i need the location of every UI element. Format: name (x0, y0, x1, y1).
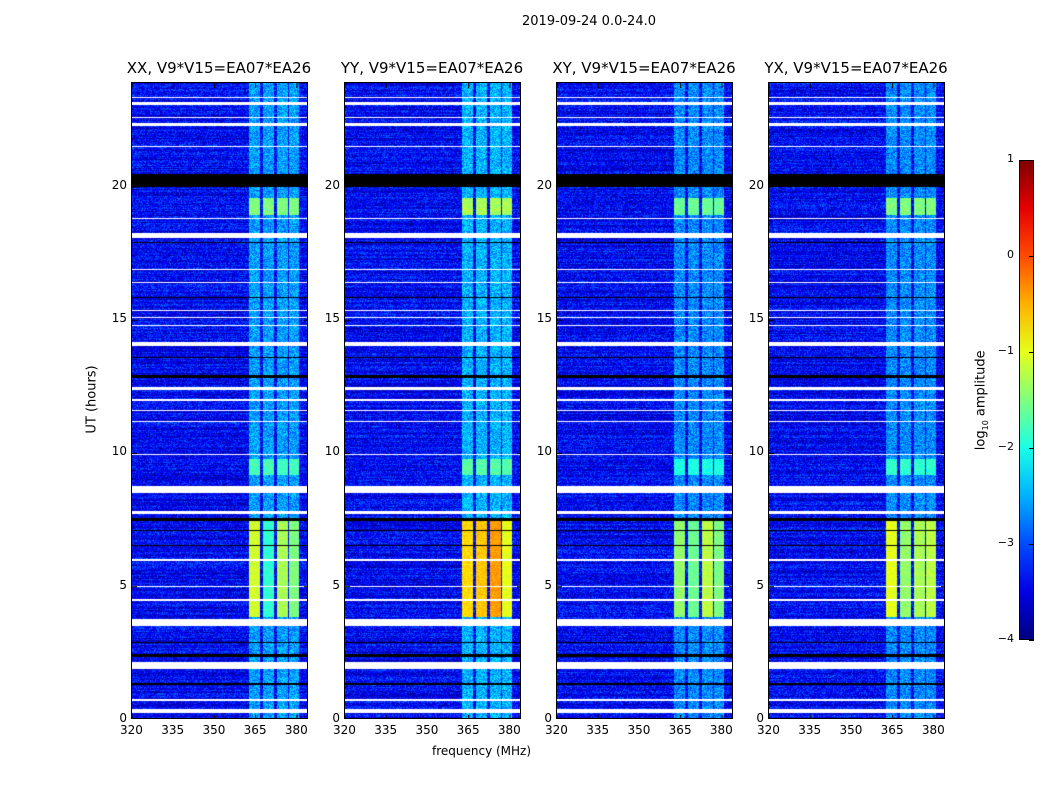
colorbar-tick-label: −3 (997, 536, 1014, 549)
x-tick-label: 335 (798, 723, 822, 737)
y-tick-label: 10 (324, 444, 340, 459)
colorbar-tick-mark (1029, 352, 1034, 353)
colorbar-tick-label: −4 (997, 632, 1014, 645)
y-tick-label: 15 (536, 311, 552, 326)
x-tick-label: 350 (415, 723, 439, 737)
x-tick-label: 365 (668, 723, 692, 737)
colorbar-label-main: log (973, 430, 989, 451)
panel-title-YX: YX, V9*V15=EA07*EA26 (764, 59, 948, 77)
y-tick-label: 5 (756, 577, 764, 592)
x-tick-label: 335 (374, 723, 398, 737)
x-axis-label: frequency (MHz) (432, 744, 532, 758)
tick-marks-XX (132, 83, 307, 718)
panel-title-YY: YY, V9*V15=EA07*EA26 (340, 59, 524, 77)
x-tick-label: 365 (456, 723, 480, 737)
waterfall-panel-YX (768, 82, 945, 719)
y-tick-label: 0 (119, 711, 127, 725)
y-tick-label: 5 (544, 577, 552, 592)
y-tick-label: 10 (111, 444, 127, 459)
y-tick-label: 15 (111, 311, 127, 326)
x-tick-label: 380 (284, 723, 308, 737)
waterfall-panel-YY (344, 82, 521, 719)
waterfall-panel-XY (556, 82, 733, 719)
colorbar-tick-mark (1029, 544, 1034, 545)
colorbar-tick-mark (1029, 448, 1034, 449)
colorbar-tick-label: 1 (1007, 152, 1014, 165)
colorbar-tick-mark (1029, 160, 1034, 161)
colorbar-tick-label: −1 (997, 344, 1014, 357)
y-tick-label: 20 (111, 177, 127, 192)
x-tick-label: 320 (333, 723, 356, 737)
heatmap-image-XY (557, 83, 732, 718)
y-tick-label: 10 (536, 444, 552, 459)
panel-title-XX: XX, V9*V15=EA07*EA26 (126, 59, 312, 77)
x-tick-label: 350 (202, 723, 226, 737)
x-tick-label: 380 (921, 723, 945, 737)
x-tick-label: 380 (709, 723, 733, 737)
heatmap-image-YY (345, 83, 520, 718)
x-tick-label: 350 (839, 723, 863, 737)
y-tick-label: 10 (748, 444, 764, 459)
y-tick-label: 15 (748, 311, 764, 326)
tick-marks-YX (769, 83, 944, 718)
y-tick-label: 20 (536, 177, 552, 192)
x-tick-label: 335 (586, 723, 610, 737)
figure-title: 2019-09-24 0.0-24.0 (522, 14, 656, 29)
colorbar-label: log10 amplitude (974, 350, 991, 450)
y-tick-label: 20 (748, 177, 764, 192)
heatmap-image-YX (769, 83, 944, 718)
colorbar-tick-label: −2 (997, 440, 1014, 453)
y-tick-label: 0 (756, 711, 764, 725)
waterfall-panel-XX (131, 82, 308, 719)
y-tick-label: 0 (544, 711, 552, 725)
x-tick-label: 365 (243, 723, 267, 737)
y-tick-label: 5 (332, 577, 340, 592)
x-tick-label: 380 (497, 723, 521, 737)
y-tick-label: 0 (332, 711, 340, 725)
y-tick-label: 15 (324, 311, 340, 326)
x-tick-label: 320 (545, 723, 568, 737)
heatmap-image-XX (132, 83, 307, 718)
tick-marks-YY (345, 83, 520, 718)
colorbar-tick-label: 0 (1007, 248, 1014, 261)
x-tick-label: 335 (161, 723, 185, 737)
y-tick-label: 5 (119, 577, 127, 592)
x-tick-label: 320 (120, 723, 143, 737)
y-tick-label: 20 (324, 177, 340, 192)
panel-title-XY: XY, V9*V15=EA07*EA26 (552, 59, 736, 77)
colorbar-label-sub: 10 (981, 420, 991, 431)
y-axis-label: UT (hours) (84, 365, 100, 434)
colorbar-tick-mark (1029, 640, 1034, 641)
colorbar-label-rest: amplitude (973, 350, 989, 421)
tick-marks-XY (557, 83, 732, 718)
x-tick-label: 350 (627, 723, 651, 737)
x-tick-label: 320 (757, 723, 780, 737)
colorbar-tick-mark (1029, 256, 1034, 257)
colorbar (1019, 160, 1034, 640)
x-tick-label: 365 (880, 723, 904, 737)
